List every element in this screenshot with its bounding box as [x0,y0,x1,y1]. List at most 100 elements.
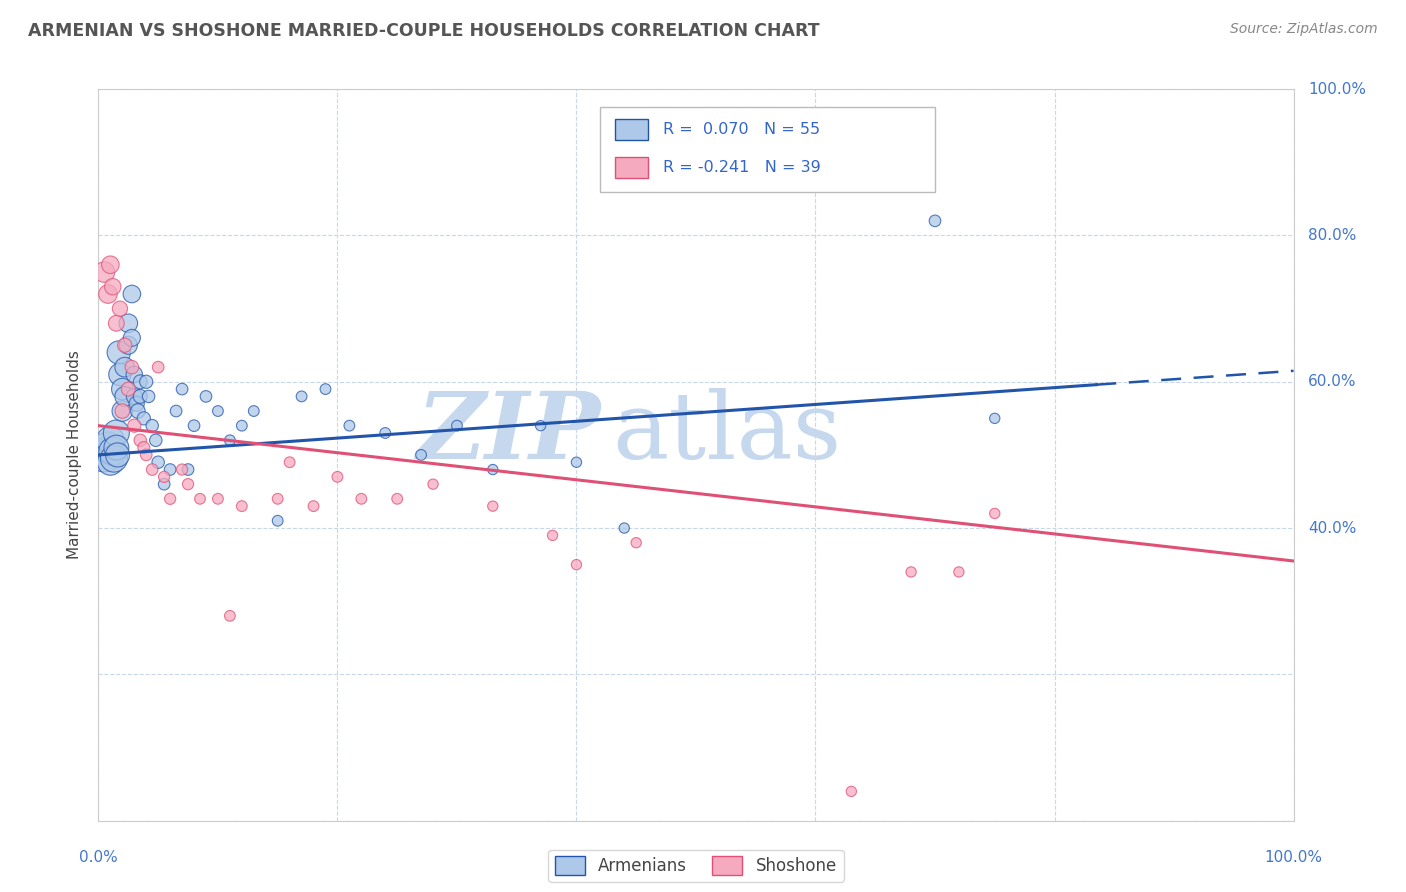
Point [624,535,647,549]
Point [138,389,160,403]
Point [111,404,134,418]
Point [93,448,115,462]
Text: 40.0%: 40.0% [1308,521,1357,535]
Point [98,455,122,469]
Point [231,418,253,433]
Text: 0.0%: 0.0% [79,850,118,865]
Text: ZIP: ZIP [416,388,600,478]
Point [101,279,124,293]
Point [159,462,181,476]
Point [141,418,163,433]
Text: 100.0%: 100.0% [1264,850,1323,865]
Point [172,382,194,396]
Point [385,491,409,506]
Legend: Armenians, Shoshone: Armenians, Shoshone [548,850,844,882]
Point [121,360,143,375]
Point [114,338,136,352]
Point [103,451,125,466]
Point [290,389,312,403]
Point [145,434,167,448]
Point [278,455,301,469]
Point [117,338,139,352]
Point [124,418,146,433]
Text: R =  0.070   N = 55: R = 0.070 N = 55 [662,122,820,137]
Point [243,404,266,418]
Point [107,345,129,359]
Point [135,375,157,389]
Text: R = -0.241   N = 39: R = -0.241 N = 39 [662,160,820,175]
Point [105,425,128,440]
Point [125,397,148,411]
Point [165,404,187,418]
Point [177,462,200,476]
Point [111,404,134,418]
Point [267,514,290,528]
Point [98,258,122,272]
Point [411,448,433,462]
Point [565,455,588,469]
Point [153,470,176,484]
Point [132,411,155,425]
Point [132,441,155,455]
Point [105,316,128,330]
Point [141,462,163,476]
Point [194,389,217,403]
Point [107,448,129,462]
Point [148,360,170,375]
Point [97,287,120,301]
Point [565,558,588,572]
Point [114,389,136,403]
FancyBboxPatch shape [614,157,648,178]
Text: 60.0%: 60.0% [1308,375,1357,389]
Point [117,316,139,330]
Point [114,360,136,375]
FancyBboxPatch shape [600,108,935,192]
Point [337,418,360,433]
Point [93,265,115,279]
Point [148,455,170,469]
Point [117,382,139,396]
Point [129,375,152,389]
Y-axis label: Married-couple Households: Married-couple Households [67,351,83,559]
Point [129,434,152,448]
Point [121,287,143,301]
Point [231,499,253,513]
Point [121,331,143,345]
Point [983,507,1005,521]
Point [422,477,444,491]
Point [159,491,181,506]
Point [172,462,194,476]
Point [446,418,468,433]
Point [207,404,229,418]
Point [983,411,1005,425]
Point [111,382,134,396]
Point [326,470,349,484]
Point [98,434,122,448]
Text: atlas: atlas [612,388,842,478]
Point [124,389,146,403]
Point [153,477,176,491]
Point [183,418,205,433]
Point [481,462,505,476]
Point [350,491,373,506]
Point [900,565,922,579]
Point [177,477,200,491]
Point [948,565,970,579]
Point [97,441,120,455]
Point [135,448,157,462]
Point [315,382,337,396]
Text: ARMENIAN VS SHOSHONE MARRIED-COUPLE HOUSEHOLDS CORRELATION CHART: ARMENIAN VS SHOSHONE MARRIED-COUPLE HOUS… [28,22,820,40]
Point [541,528,564,542]
Point [374,425,396,440]
FancyBboxPatch shape [614,120,648,140]
Text: 100.0%: 100.0% [1308,82,1365,96]
Point [127,404,149,418]
Point [105,441,128,455]
Point [129,389,152,403]
Point [101,444,124,458]
Text: Source: ZipAtlas.com: Source: ZipAtlas.com [1230,22,1378,37]
Point [219,434,242,448]
Point [613,521,636,535]
Point [529,418,551,433]
Point [108,301,131,316]
